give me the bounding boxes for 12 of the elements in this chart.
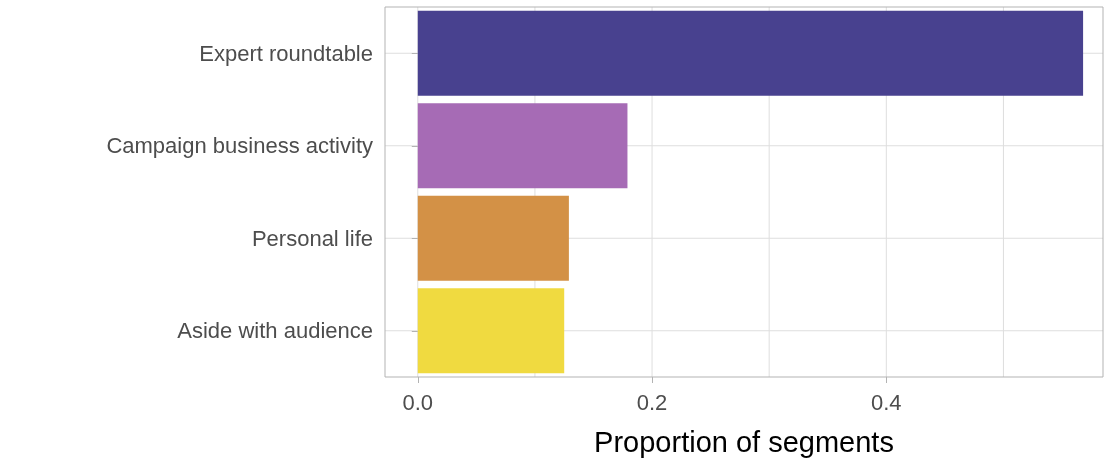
y-tick-label: Expert roundtable: [199, 40, 373, 66]
bar: [417, 195, 569, 281]
x-axis-title: Proportion of segments: [594, 425, 894, 458]
x-tick-label: 0.2: [636, 389, 668, 415]
bar: [417, 10, 1084, 96]
y-tick-label: Aside with audience: [177, 318, 373, 344]
bar: [417, 288, 565, 374]
y-tick-label: Personal life: [251, 225, 373, 251]
x-tick-label: 0.0: [402, 389, 434, 415]
y-tick-label: Campaign business activity: [106, 133, 373, 159]
bar: [417, 103, 628, 189]
x-tick-label: 0.4: [871, 389, 902, 415]
